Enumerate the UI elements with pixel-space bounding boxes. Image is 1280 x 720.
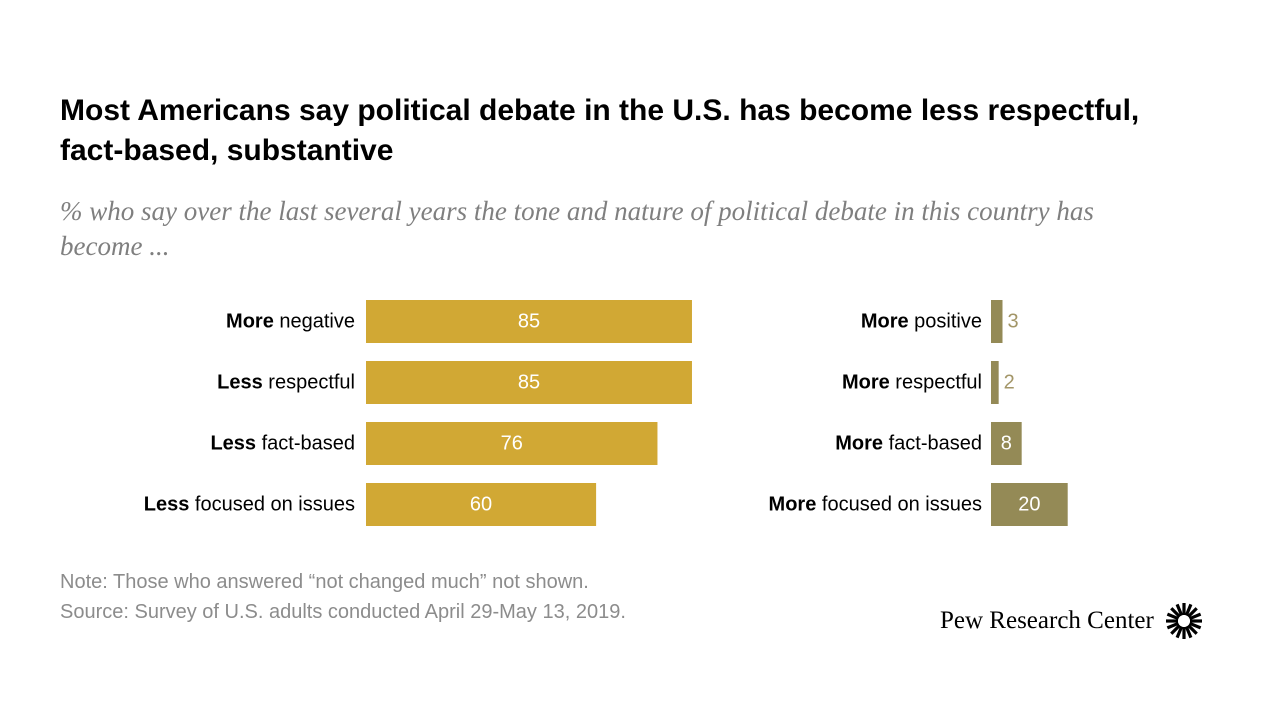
left-value-label: 60 xyxy=(470,494,492,516)
right-value-label: 2 xyxy=(1004,372,1015,394)
left-bar xyxy=(366,422,658,465)
right-bar xyxy=(991,361,999,404)
right-bar xyxy=(991,422,1022,465)
right-category-label: More respectful xyxy=(842,372,982,394)
bar-chart: More negative 85 Less respectful 85 Less fac… xyxy=(144,300,1068,526)
right-bar xyxy=(991,483,1068,526)
left-category-label: Less fact-based xyxy=(210,433,355,455)
left-value-label: 85 xyxy=(518,372,540,394)
right-category-label: More fact-based xyxy=(835,433,982,455)
right-bar xyxy=(991,300,1003,343)
right-category-label: More positive xyxy=(861,311,982,333)
left-category-label: Less respectful xyxy=(217,372,355,394)
note-text: Note: Those who answered “not changed mu… xyxy=(60,571,589,593)
right-category-label: More focused on issues xyxy=(769,494,982,516)
chart-subtitle: % who say over the last several years th… xyxy=(60,196,1094,261)
left-category-label: Less focused on issues xyxy=(144,494,355,516)
left-value-label: 76 xyxy=(501,433,523,455)
right-value-label: 20 xyxy=(1018,494,1040,516)
left-bar xyxy=(366,300,692,343)
left-bar xyxy=(366,483,597,526)
left-bar xyxy=(366,361,692,404)
left-value-label: 85 xyxy=(518,311,540,333)
pew-logo: Pew Research Center xyxy=(940,603,1204,639)
right-value-label: 3 xyxy=(1008,311,1019,333)
sunburst-logo-icon xyxy=(1165,603,1202,639)
left-category-label: More negative xyxy=(226,311,355,333)
logo-text: Pew Research Center xyxy=(940,607,1154,634)
right-value-label: 8 xyxy=(1001,433,1012,455)
source-text: Source: Survey of U.S. adults conducted … xyxy=(60,601,626,623)
chart-title: Most Americans say political debate in t… xyxy=(60,94,1140,167)
